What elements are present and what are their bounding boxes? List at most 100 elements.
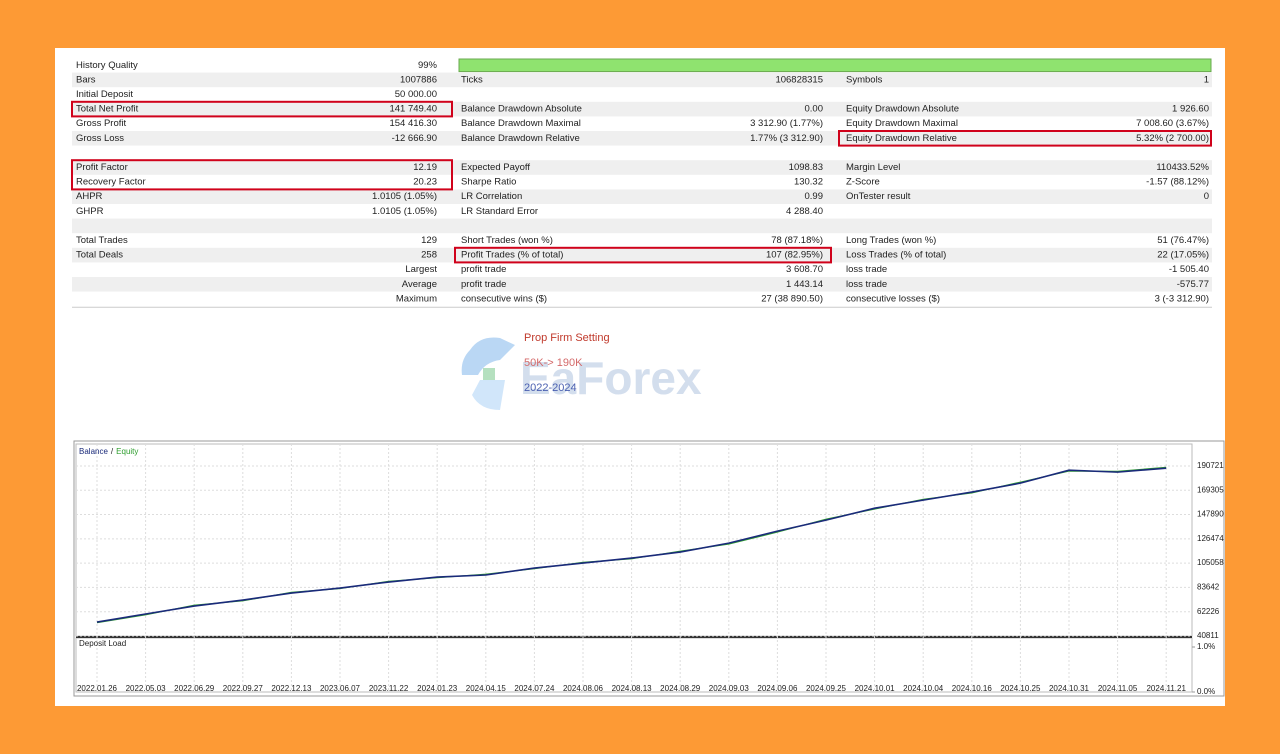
row-label: profit trade [461, 264, 506, 275]
row-value: 50 000.00 [395, 89, 437, 100]
row-value: -1.57 (88.12%) [1146, 177, 1209, 188]
y-tick-label: 147890 [1197, 510, 1224, 519]
row-label: Margin Level [846, 162, 900, 173]
row-value: 3 312.90 (1.77%) [750, 118, 823, 129]
watermark: EaForex [520, 352, 702, 404]
row-label: Balance Drawdown Maximal [461, 118, 581, 129]
row-label: Total Trades [76, 235, 128, 246]
row-label: Sharpe Ratio [461, 177, 516, 188]
row-label: Long Trades (won %) [846, 235, 936, 246]
row-value: 141 749.40 [389, 104, 437, 115]
row-label: Maximum [396, 293, 437, 304]
highlight-box [71, 159, 453, 191]
x-tick-label: 2022.09.27 [223, 684, 264, 693]
x-tick-label: 2024.08.06 [563, 684, 604, 693]
row-label: Total Net Profit [76, 104, 139, 115]
x-tick-label: 2022.01.26 [77, 684, 118, 693]
row-label: Symbols [846, 74, 883, 85]
row-label: OnTester result [846, 191, 911, 202]
sub-y-tick-label: 0.0% [1197, 687, 1215, 696]
row-value: 0 [1204, 191, 1209, 202]
row-value: 110433.52% [1156, 162, 1209, 173]
row-label: Equity Drawdown Absolute [846, 104, 959, 115]
row-label: Equity Drawdown Maximal [846, 118, 958, 129]
row-value: 1.0105 (1.05%) [372, 191, 437, 202]
row-label: loss trade [846, 279, 887, 290]
row-label: LR Standard Error [461, 206, 538, 217]
row-shade [72, 101, 1212, 117]
sub-title: Deposit Load [79, 639, 126, 648]
x-tick-label: 2024.10.04 [903, 684, 944, 693]
x-tick-label: 2024.08.29 [660, 684, 701, 693]
row-value: 1 [1204, 74, 1209, 85]
y-tick-label: 62226 [1197, 607, 1220, 616]
x-tick-label: 2024.10.31 [1049, 684, 1090, 693]
x-tick-label: 2023.06.07 [320, 684, 361, 693]
row-label: Balance Drawdown Absolute [461, 104, 582, 115]
row-shade [72, 218, 1212, 234]
row-value: 0.00 [805, 104, 824, 115]
row-value: 130.32 [794, 177, 823, 188]
row-value: 20.23 [413, 177, 437, 188]
x-tick-label: 2022.12.13 [271, 684, 312, 693]
row-value: -575.77 [1177, 279, 1209, 290]
row-label: Gross Profit [76, 118, 127, 129]
row-label: Expected Payoff [461, 162, 530, 173]
row-label: Gross Loss [76, 133, 124, 144]
x-tick-label: 2023.11.22 [369, 684, 409, 693]
row-label: consecutive wins ($) [461, 293, 547, 304]
row-shade [72, 131, 1212, 146]
row-label: History Quality [76, 60, 138, 71]
row-label: Profit Trades (% of total) [461, 250, 563, 261]
x-tick-label: 2024.08.13 [612, 684, 653, 693]
row-shade [72, 277, 1212, 292]
row-label: GHPR [76, 206, 104, 217]
row-label: Ticks [461, 74, 483, 85]
row-value: 1.77% (3 312.90) [750, 133, 823, 144]
y-tick-label: 105058 [1197, 558, 1224, 567]
x-tick-label: 2024.09.06 [757, 684, 798, 693]
y-tick-label: 40811 [1197, 631, 1219, 640]
row-label: Equity Drawdown Relative [846, 133, 957, 144]
x-tick-label: 2022.05.03 [126, 684, 167, 693]
quality-bar [458, 58, 1212, 73]
row-value: 51 (76.47%) [1157, 235, 1209, 246]
legend-entry: Balance [79, 447, 108, 456]
row-label: Profit Factor [76, 162, 128, 173]
row-shade [72, 247, 1212, 263]
x-tick-label: 2024.10.01 [855, 684, 896, 693]
x-tick-label: 2024.09.25 [806, 684, 847, 693]
row-label: Balance Drawdown Relative [461, 133, 580, 144]
x-tick-label: 2022.06.29 [174, 684, 215, 693]
overlay-line: 2022-2024 [524, 382, 577, 394]
row-label: consecutive losses ($) [846, 293, 940, 304]
row-value: 4 288.40 [786, 206, 823, 217]
row-value: 106828315 [775, 74, 823, 85]
row-value: 7 008.60 (3.67%) [1136, 118, 1209, 129]
row-value: 129 [421, 235, 437, 246]
row-label: AHPR [76, 191, 103, 202]
sub-y-tick-label: 1.0% [1197, 642, 1215, 651]
overlay-line: 50K-> 190K [524, 357, 583, 369]
row-value: -1 505.40 [1169, 264, 1209, 275]
row-label: loss trade [846, 264, 887, 275]
highlight-box [454, 246, 832, 264]
x-tick-label: 2024.10.16 [952, 684, 993, 693]
x-tick-label: 2024.10.25 [1000, 684, 1041, 693]
x-tick-label: 2024.07.24 [514, 684, 555, 693]
x-tick-label: 2024.04.15 [466, 684, 507, 693]
row-label: Loss Trades (% of total) [846, 250, 946, 261]
highlight-box [838, 130, 1212, 147]
row-value: 0.99 [805, 191, 824, 202]
row-shade [72, 160, 1212, 175]
row-label: Initial Deposit [76, 89, 133, 100]
y-tick-label: 83642 [1197, 583, 1220, 592]
row-label: Recovery Factor [76, 177, 146, 188]
row-value: 1.0105 (1.05%) [372, 206, 437, 217]
row-value: 99% [418, 60, 438, 71]
row-label: LR Correlation [461, 191, 522, 202]
highlight-box [71, 100, 453, 118]
row-shade [72, 189, 1212, 204]
